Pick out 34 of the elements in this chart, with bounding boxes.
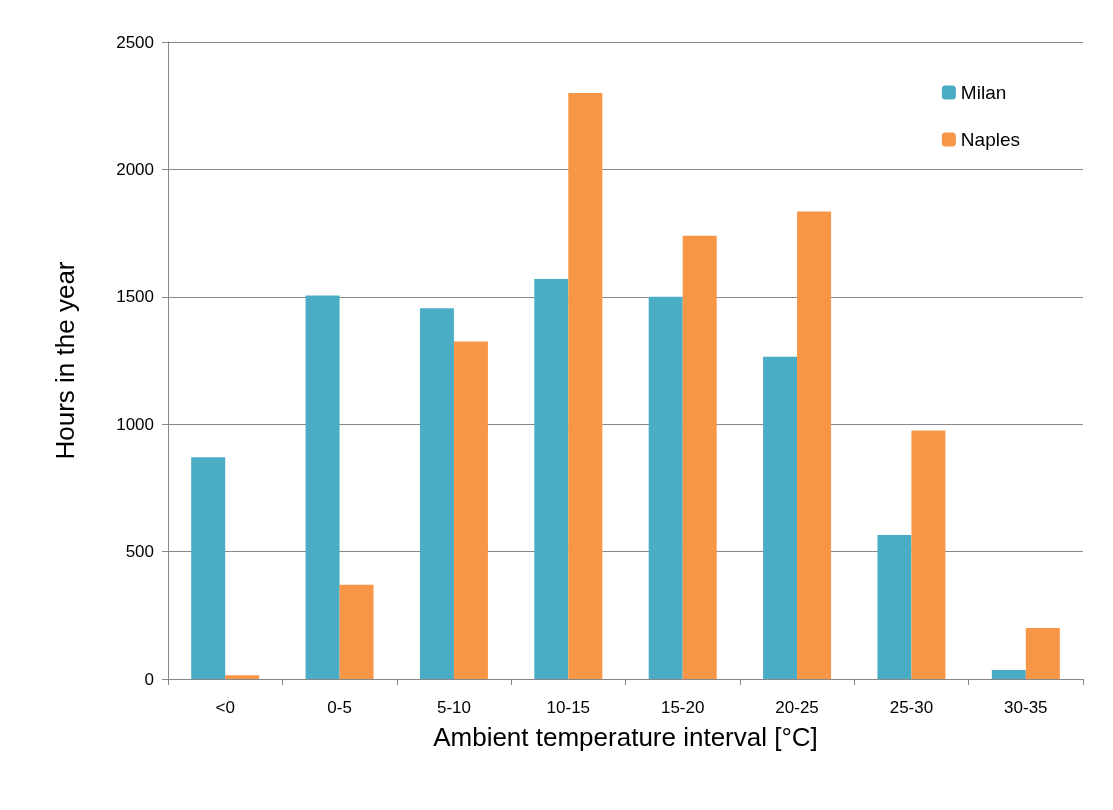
bar	[225, 675, 260, 679]
bar	[648, 296, 683, 679]
bar	[911, 430, 946, 679]
bar	[453, 341, 488, 679]
x-tick-label: 10-15	[546, 698, 591, 717]
x-tick-label: <0	[215, 698, 235, 717]
legend-label: Milan	[960, 82, 1007, 103]
bar	[1025, 628, 1060, 679]
bar	[797, 211, 832, 679]
y-tick-label: 2500	[116, 32, 154, 52]
y-tick-label: 0	[144, 669, 154, 689]
bar	[419, 308, 454, 679]
x-tick-label: 5-10	[436, 698, 471, 717]
y-tick-label: 1500	[116, 287, 154, 307]
bar	[339, 584, 374, 679]
x-tick-label: 30-35	[1004, 698, 1048, 717]
bar	[763, 356, 798, 679]
bar	[534, 278, 569, 679]
bar	[191, 457, 226, 679]
bar	[991, 670, 1026, 679]
bar	[682, 235, 717, 679]
x-tick-label: 25-30	[889, 698, 934, 717]
x-axis-title: Ambient temperature interval [°C]	[433, 722, 818, 752]
y-tick-label: 500	[125, 542, 154, 562]
bar	[877, 535, 912, 679]
x-tick-label: 15-20	[660, 698, 705, 717]
y-axis-title: Hours in the year	[50, 261, 80, 460]
bar	[568, 92, 603, 679]
bar	[305, 295, 340, 679]
legend-label: Naples	[960, 129, 1021, 150]
y-tick-label: 2000	[116, 159, 154, 179]
y-tick-label: 1000	[116, 414, 154, 434]
x-tick-label: 20-25	[775, 698, 819, 717]
x-tick-label: 0-5	[327, 698, 352, 717]
